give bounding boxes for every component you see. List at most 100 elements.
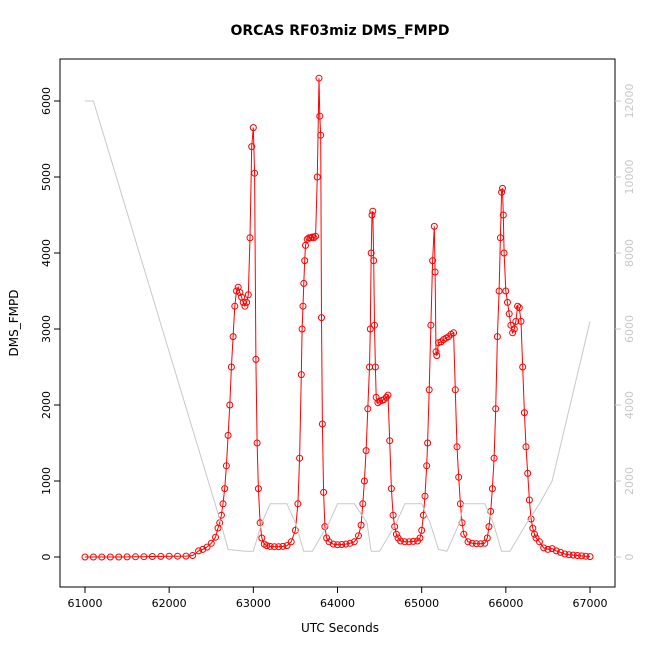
data-point (401, 538, 409, 546)
data-point (355, 532, 362, 540)
data-point (492, 405, 500, 413)
y-axis-label: DMS_FMPD (7, 290, 21, 357)
data-point (89, 553, 97, 561)
x-tick-label: 65000 (404, 597, 439, 610)
data-point (522, 443, 530, 451)
x-tick-label: 64000 (320, 597, 355, 610)
data-point (423, 462, 431, 470)
data-point (229, 333, 237, 341)
data-point (490, 454, 498, 462)
data-point (253, 439, 261, 447)
data-point (263, 542, 271, 550)
data-point (189, 552, 197, 559)
data-point (157, 552, 165, 560)
y-tick-label: 3000 (40, 315, 53, 343)
data-point (132, 553, 139, 561)
y-tick-label: 2000 (40, 391, 53, 419)
data-point (498, 188, 506, 196)
data-point (207, 539, 215, 547)
data-point (182, 552, 190, 560)
data-point (519, 363, 527, 371)
data-point (515, 304, 523, 312)
data-point (359, 500, 367, 508)
data-point (81, 553, 89, 561)
y-tick-label: 1000 (40, 467, 53, 495)
data-point (548, 545, 556, 553)
plot-frame (59, 58, 616, 588)
y-tick-label: 6000 (40, 87, 53, 115)
data-point (140, 553, 148, 561)
data-point (275, 543, 283, 551)
data-point (226, 401, 234, 409)
data-point (504, 298, 511, 306)
data-point (224, 431, 232, 439)
series-line-dms_fmpd (85, 78, 591, 558)
data-point (315, 74, 323, 82)
data-point (366, 325, 374, 333)
y2-tick-label: 4000 (623, 391, 636, 419)
data-point (254, 485, 262, 493)
data-point (248, 143, 256, 151)
x-axis-label: UTC Seconds (301, 621, 379, 635)
data-point (578, 552, 586, 560)
data-point (371, 363, 379, 371)
data-point (266, 542, 274, 550)
data-point (325, 538, 333, 546)
data-point (512, 317, 520, 325)
x-tick-label: 67000 (573, 597, 608, 610)
data-point (540, 544, 548, 552)
data-point (433, 352, 441, 360)
x-tick-label: 66000 (488, 597, 523, 610)
data-point (252, 355, 260, 363)
data-point (582, 552, 590, 560)
series-line-altitude (85, 100, 591, 552)
data-point (418, 526, 426, 534)
data-point (529, 524, 537, 532)
data-point (342, 540, 350, 548)
data-point (384, 391, 392, 399)
data-point (431, 268, 439, 276)
data-point (294, 500, 302, 508)
data-point (586, 553, 594, 561)
data-point (557, 548, 564, 556)
data-point (364, 405, 372, 413)
data-point (432, 348, 440, 356)
data-point (544, 545, 552, 553)
data-point (499, 184, 506, 192)
data-point (258, 534, 266, 542)
data-point (416, 534, 424, 542)
data-point (297, 371, 305, 379)
data-point (219, 500, 227, 508)
data-point (464, 538, 472, 546)
data-point (362, 447, 370, 455)
data-point (573, 552, 581, 559)
data-point (300, 279, 308, 287)
data-point (569, 551, 577, 559)
chart-title: ORCAS RF03miz DMS_FMPD (231, 23, 450, 39)
data-point (195, 547, 203, 555)
data-point (249, 124, 257, 132)
data-point (536, 538, 543, 546)
data-point (283, 542, 291, 550)
data-point (514, 302, 522, 310)
data-point (243, 298, 251, 306)
data-point (291, 526, 299, 534)
data-point (367, 249, 375, 257)
data-point (371, 321, 378, 329)
data-point (360, 477, 368, 485)
data-point (500, 249, 508, 257)
data-point (524, 469, 532, 477)
data-point (231, 302, 239, 310)
data-point (460, 530, 468, 538)
data-point (302, 241, 309, 249)
data-point (472, 540, 480, 548)
data-point (499, 211, 507, 219)
data-point (451, 386, 459, 394)
data-point (199, 545, 207, 553)
data-point (298, 325, 306, 333)
data-point (517, 317, 525, 325)
data-point (299, 302, 307, 310)
data-point (346, 539, 354, 547)
data-point (203, 543, 211, 551)
data-point (244, 291, 252, 299)
